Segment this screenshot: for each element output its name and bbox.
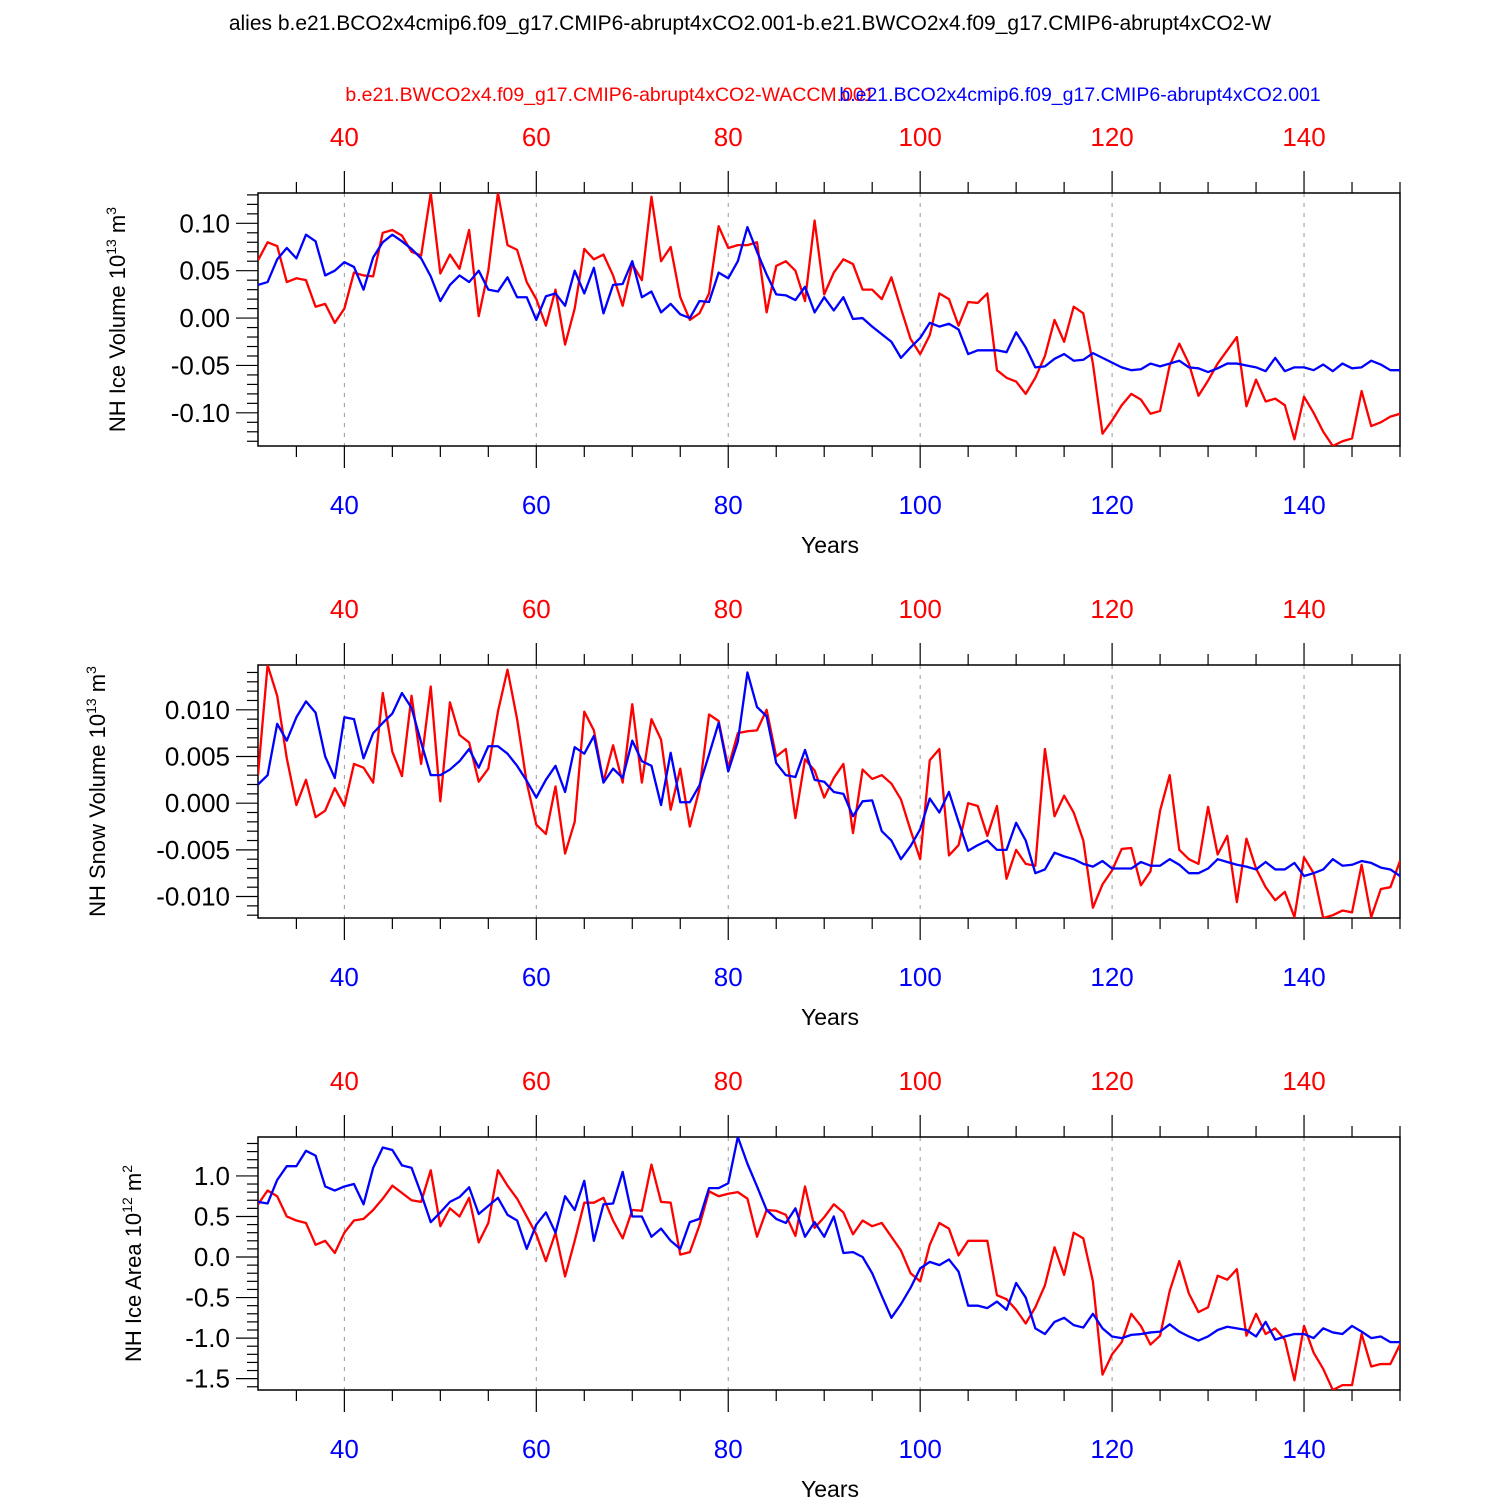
x-bottom-tick-label: 100 [898, 490, 941, 520]
x-top-tick-label: 140 [1282, 122, 1325, 152]
legend-label-red-run: b.e21.BWCO2x4.f09_g17.CMIP6-abrupt4xCO2-… [345, 84, 874, 106]
plot-frame [257, 1136, 1401, 1391]
y-tick-label: -0.5 [185, 1283, 230, 1313]
x-top-tick-label: 140 [1282, 1066, 1325, 1096]
x-bottom-tick-label: 140 [1282, 962, 1325, 992]
y-axis-label-ylabel: NH Ice Area 10 [121, 1213, 146, 1362]
panel-2: 40 40 60 60 80 80 100 100 120 120 140 140 -0.010 -0.0… [83, 594, 1401, 1030]
x-top-tick-label: 60 [522, 594, 551, 624]
x-bottom-tick-label: 80 [714, 962, 743, 992]
y-tick-label: 0.005 [165, 741, 230, 771]
y-tick-label: 0.0 [194, 1242, 230, 1272]
y-tick-label: -1.0 [185, 1323, 230, 1353]
x-top-tick-label: 140 [1282, 594, 1325, 624]
x-bottom-tick-label: 40 [330, 490, 359, 520]
x-top-tick-label: 40 [330, 122, 359, 152]
y-axis-label-ylabel-unit-sup: 3 [103, 207, 119, 215]
x-bottom-tick-label: 40 [330, 962, 359, 992]
x-bottom-tick-label: 120 [1090, 962, 1133, 992]
y-tick-label: 0.010 [165, 695, 230, 725]
y-tick-label: 0.000 [165, 788, 230, 818]
x-top-tick-label: 80 [714, 122, 743, 152]
series-line-blue [258, 1137, 1400, 1344]
y-axis-label-ylabel: NH Snow Volume 10 [85, 714, 110, 917]
y-axis-label-ylabel-sup: 13 [83, 698, 99, 714]
x-top-tick-label: 100 [898, 122, 941, 152]
x-axis-label: Years [801, 532, 859, 558]
x-bottom-tick-label: 80 [714, 1434, 743, 1464]
x-top-tick-label: 120 [1090, 122, 1133, 152]
y-tick-label: 0.05 [179, 256, 230, 286]
x-bottom-tick-label: 120 [1090, 1434, 1133, 1464]
y-axis-label-ylabel-sup: 13 [103, 239, 119, 255]
y-axis-label-ylabel-unit-sup: 3 [83, 666, 99, 674]
y-axis-label-ylabel-sup: 12 [119, 1197, 135, 1213]
x-bottom-tick-label: 140 [1282, 490, 1325, 520]
figure-title: alies b.e21.BCO2x4cmip6.f09_g17.CMIP6-ab… [229, 12, 1272, 35]
y-tick-label: -0.010 [156, 882, 230, 912]
x-bottom-tick-label: 60 [522, 962, 551, 992]
y-axis-label-ylabel-unit-sup: 2 [119, 1165, 135, 1173]
x-top-tick-label: 120 [1090, 594, 1133, 624]
x-top-tick-label: 80 [714, 594, 743, 624]
y-tick-label: -0.10 [171, 398, 230, 428]
y-axis-label: NH Ice Area 1012 m2 [119, 1165, 146, 1362]
x-top-tick-label: 60 [522, 122, 551, 152]
legend-label-blue-run: b.e21.BCO2x4cmip6.f09_g17.CMIP6-abrupt4x… [839, 84, 1320, 106]
x-bottom-tick-label: 60 [522, 490, 551, 520]
y-axis-label: NH Snow Volume 1013 m3 [83, 666, 110, 917]
panels: 40 40 60 60 80 80 100 100 120 120 140 140 -0.10 -0.05… [83, 122, 1401, 1500]
x-top-tick-label: 60 [522, 1066, 551, 1096]
x-bottom-tick-label: 140 [1282, 1434, 1325, 1464]
series-line-blue [258, 671, 1400, 878]
series-line-blue [258, 225, 1400, 374]
x-bottom-tick-label: 120 [1090, 490, 1133, 520]
x-bottom-tick-label: 80 [714, 490, 743, 520]
x-top-tick-label: 100 [898, 594, 941, 624]
x-bottom-tick-label: 100 [898, 1434, 941, 1464]
y-axis-label-ylabel-unit: m [85, 674, 110, 698]
x-top-tick-label: 80 [714, 1066, 743, 1096]
plot-frame [257, 192, 1401, 447]
plot-frame [257, 664, 1401, 919]
x-top-tick-label: 40 [330, 594, 359, 624]
y-tick-label: 0.5 [194, 1201, 230, 1231]
x-top-tick-label: 40 [330, 1066, 359, 1096]
panel-1: 40 40 60 60 80 80 100 100 120 120 140 140 -0.10 -0.05… [103, 122, 1401, 558]
y-axis-label-ylabel: NH Ice Volume 10 [105, 255, 130, 432]
y-tick-label: -1.5 [185, 1364, 230, 1394]
y-axis-label-ylabel-unit: m [121, 1173, 146, 1197]
y-tick-label: 1.0 [194, 1161, 230, 1191]
y-tick-label: -0.005 [156, 835, 230, 865]
series-line-red [258, 665, 1400, 918]
x-axis-label: Years [801, 1476, 859, 1500]
panel-3: 40 40 60 60 80 80 100 100 120 120 140 140 -1.5 -1.0 -0… [119, 1066, 1401, 1500]
series-line-red [258, 1163, 1400, 1390]
x-top-tick-label: 100 [898, 1066, 941, 1096]
x-bottom-tick-label: 100 [898, 962, 941, 992]
y-axis-label: NH Ice Volume 1013 m3 [103, 207, 130, 432]
x-top-tick-label: 120 [1090, 1066, 1133, 1096]
x-bottom-tick-label: 40 [330, 1434, 359, 1464]
y-axis-label-ylabel-unit: m [105, 215, 130, 239]
x-bottom-tick-label: 60 [522, 1434, 551, 1464]
y-tick-label: 0.00 [179, 303, 230, 333]
x-axis-label: Years [801, 1004, 859, 1030]
series-line-red [258, 193, 1400, 446]
y-tick-label: 0.10 [179, 208, 230, 238]
y-tick-label: -0.05 [171, 350, 230, 380]
